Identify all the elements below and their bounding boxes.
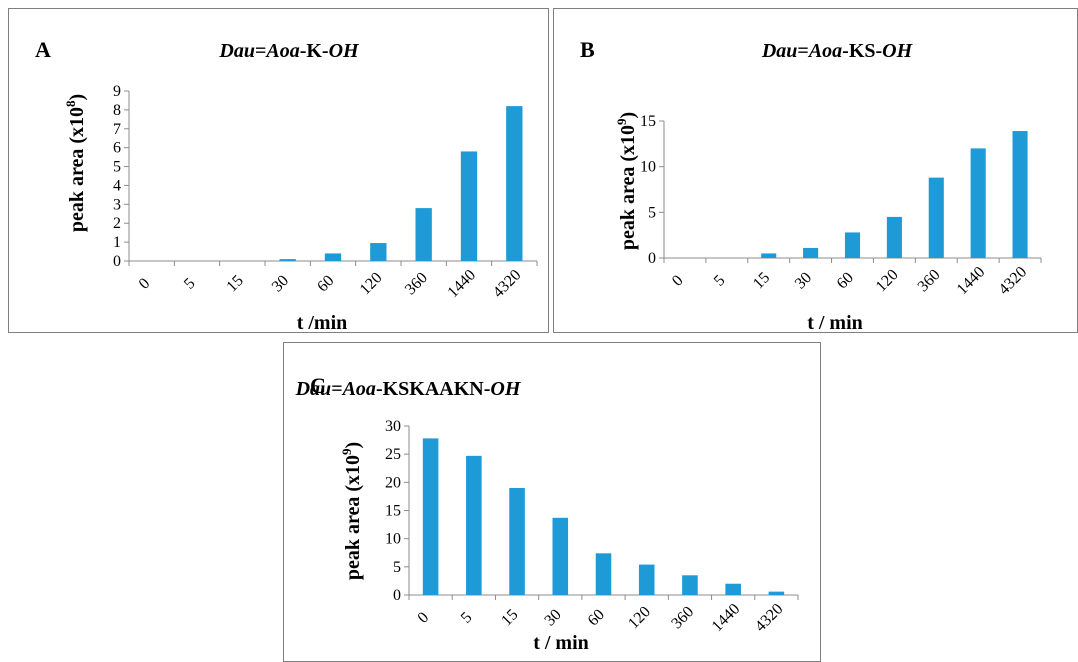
bar-a-120 [370,243,387,261]
x-axis-label-c: t / min [533,632,589,654]
x-tick-label-b: 30 [792,269,815,292]
x-tick-label-c: 15 [498,606,521,629]
bar-a-60 [324,253,342,261]
bar-b-1440 [970,148,986,258]
x-tick-label-a: 30 [269,272,292,295]
x-tick-label-c: 1440 [709,600,744,635]
x-tick-label-b: 60 [834,269,857,292]
x-tick-label-b: 360 [915,266,944,295]
bar-c-4320 [768,591,785,595]
y-tick-label-c: 5 [393,559,401,576]
y-tick-label-a: 4 [113,177,121,194]
x-tick-label-a: 5 [181,275,199,293]
x-axis-label-a: t /min [297,312,348,334]
bar-b-60 [844,232,861,258]
chart-title-a: Dau=Aoa-K-OH [218,40,360,62]
y-tick-label-c: 30 [385,418,401,435]
y-tick-label-c: 15 [385,503,401,520]
y-tick-label-a: 1 [113,234,121,251]
panel-letter-c: C [310,373,326,398]
x-tick-label-a: 0 [136,275,154,293]
x-tick-label-b: 5 [711,272,729,290]
bar-c-30 [552,517,569,595]
y-tick-label-c: 0 [393,587,401,604]
x-tick-label-c: 60 [585,606,608,629]
x-tick-label-c: 0 [415,609,433,627]
y-tick-label-a: 7 [113,121,121,138]
y-tick-label-a: 6 [113,140,121,157]
bar-b-360 [928,177,944,258]
bar-c-1440 [725,583,741,595]
x-tick-label-a: 15 [223,272,246,295]
x-tick-label-a: 360 [402,269,431,298]
y-tick-label-a: 3 [113,196,121,213]
bar-b-30 [803,247,819,258]
bar-a-30 [279,259,296,261]
bar-a-4320 [506,106,523,261]
x-tick-label-b: 120 [873,266,902,295]
bar-b-120 [886,216,902,258]
y-tick-label-b: 10 [640,159,656,176]
chart-b-svg: B Dau=Aoa-KS-OH peak area (x109) 0 5 10 15 0 5 15… [580,37,1042,334]
y-tick-label-a: 5 [113,159,121,176]
y-tick-label-c: 10 [385,531,401,548]
x-tick-label-c: 5 [458,609,476,627]
bar-b-15 [761,253,777,258]
y-tick-label-c: 25 [385,446,401,463]
x-tick-label-b: 1440 [954,263,989,298]
y-axis-label-b: peak area (x109) [614,112,639,250]
y-tick-label-c: 20 [385,474,401,491]
chart-title-c: Dau=Aoa-KSKAAKN-OH [295,378,522,400]
y-tick-label-a: 2 [113,215,121,232]
chart-panel-c: C Dau=Aoa-KSKAAKN-OH peak area (x109) 0 5 10 1… [283,342,821,662]
bar-c-60 [595,553,612,595]
x-tick-label-c: 30 [541,606,564,629]
panel-letter-b: B [580,37,595,62]
panel-letter-a: A [35,37,51,62]
x-tick-label-b: 4320 [996,263,1031,298]
y-tick-label-a: 0 [113,253,121,270]
bar-c-0 [422,438,439,595]
bar-c-120 [638,564,655,595]
x-tick-label-c: 4320 [752,600,787,635]
x-axis-label-b: t / min [807,312,863,334]
x-tick-label-c: 360 [668,603,697,632]
bar-a-1440 [460,151,478,261]
bar-c-360 [682,575,698,595]
y-tick-label-a: 9 [113,83,121,100]
y-axis-label-a: peak area (x108) [63,94,88,232]
x-tick-label-a: 60 [314,272,337,295]
x-tick-label-a: 120 [357,269,386,298]
y-tick-label-b: 0 [648,250,656,267]
x-tick-label-b: 0 [669,272,687,290]
chart-panel-a: A Dau=Aoa-K-OH peak area (x108) 0 1 2 3 4 5 6 7 8 9 0… [8,8,549,334]
x-tick-label-a: 1440 [444,266,479,301]
y-tick-label-b: 15 [640,113,656,130]
chart-panel-b: B Dau=Aoa-KS-OH peak area (x109) 0 5 10 15 0 5 15… [553,8,1078,334]
x-tick-label-c: 120 [625,603,654,632]
x-tick-label-a: 4320 [490,266,525,301]
x-tick-label-b: 15 [750,269,773,292]
bar-c-5 [466,455,482,595]
bar-b-4320 [1012,131,1028,258]
y-tick-label-a: 8 [113,102,121,119]
bar-c-15 [509,487,525,595]
y-axis-label-c: peak area (x109) [339,442,364,580]
bar-a-360 [415,208,432,261]
chart-title-b: Dau=Aoa-KS-OH [761,40,914,62]
y-tick-label-b: 5 [648,204,656,221]
